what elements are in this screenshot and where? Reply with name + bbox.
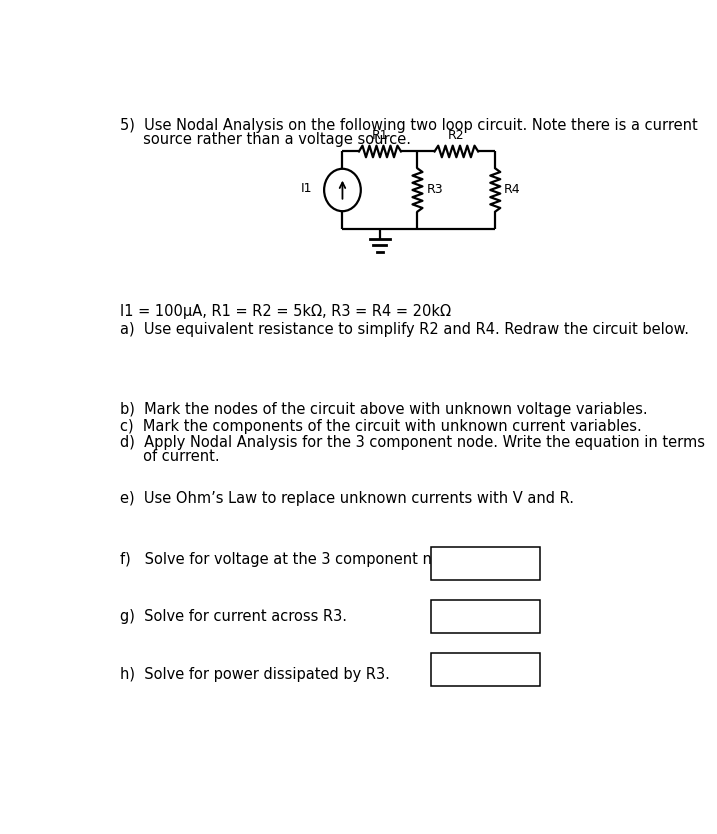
Text: of current.: of current. [120,450,220,465]
Text: R4: R4 [504,183,521,197]
FancyBboxPatch shape [432,600,540,633]
FancyBboxPatch shape [432,547,540,580]
Text: f)   Solve for voltage at the 3 component node.: f) Solve for voltage at the 3 component … [120,552,464,567]
Text: c)  Mark the components of the circuit with unknown current variables.: c) Mark the components of the circuit wi… [120,419,642,434]
Text: a)  Use equivalent resistance to simplify R2 and R4. Redraw the circuit below.: a) Use equivalent resistance to simplify… [120,322,689,337]
Text: e)  Use Ohm’s Law to replace unknown currents with V and R.: e) Use Ohm’s Law to replace unknown curr… [120,490,574,505]
Text: I1 = 100μA, R1 = R2 = 5kΩ, R3 = R4 = 20kΩ: I1 = 100μA, R1 = R2 = 5kΩ, R3 = R4 = 20k… [120,304,451,319]
Text: R1: R1 [371,129,389,143]
FancyBboxPatch shape [432,653,540,686]
Text: source rather than a voltage source.: source rather than a voltage source. [120,132,411,147]
Text: d)  Apply Nodal Analysis for the 3 component node. Write the equation in terms: d) Apply Nodal Analysis for the 3 compon… [120,435,706,450]
Text: b)  Mark the nodes of the circuit above with unknown voltage variables.: b) Mark the nodes of the circuit above w… [120,402,648,417]
Text: h)  Solve for power dissipated by R3.: h) Solve for power dissipated by R3. [120,667,390,682]
Text: R3: R3 [427,183,443,197]
Text: R2: R2 [448,129,465,143]
Text: I1: I1 [300,182,312,194]
Text: g)  Solve for current across R3.: g) Solve for current across R3. [120,610,347,625]
Text: 5)  Use Nodal Analysis on the following two loop circuit. Note there is a curren: 5) Use Nodal Analysis on the following t… [120,118,698,133]
